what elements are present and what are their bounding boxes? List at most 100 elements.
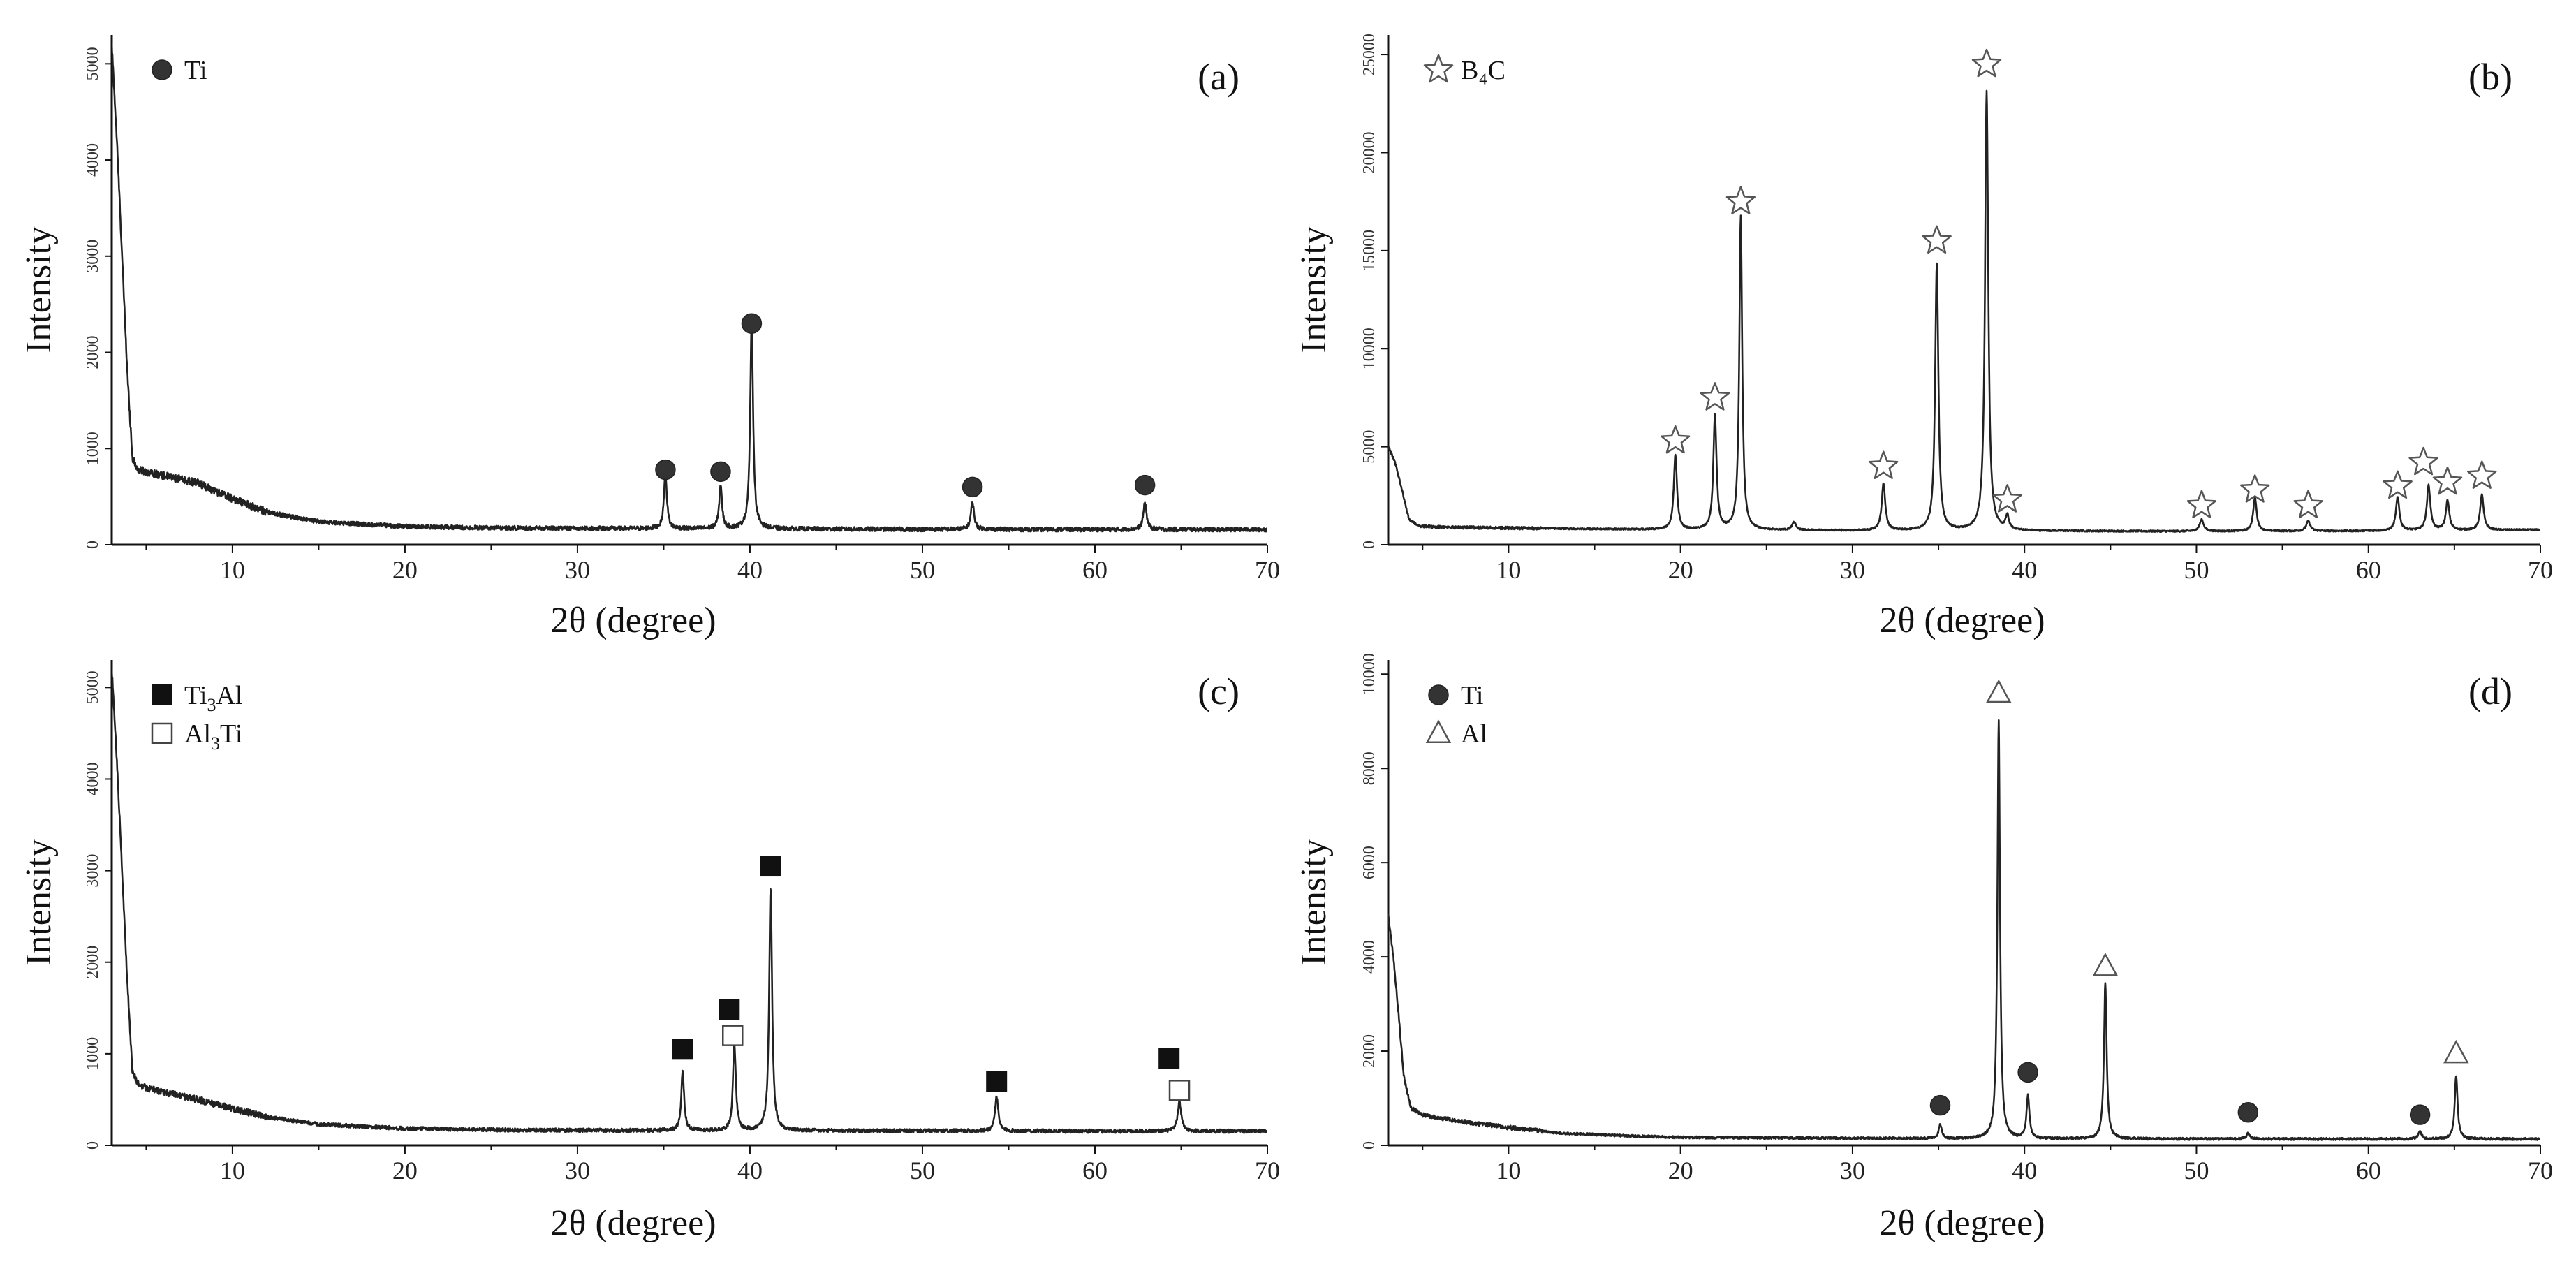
circle-filled-peak-marker: [2017, 1062, 2038, 1083]
x-tick-label: 70: [2528, 556, 2553, 584]
x-tick-label: 50: [910, 1157, 935, 1184]
x-tick-label: 60: [2356, 1157, 2381, 1184]
square-filled-peak-marker: [760, 856, 781, 877]
star-open-peak-marker: [1971, 48, 2002, 78]
legend-label: Ti: [1461, 681, 1483, 710]
panel-label: (a): [1198, 56, 1239, 98]
legend-square-filled-icon: [152, 684, 172, 705]
x-tick-label: 20: [392, 1157, 418, 1184]
square-open-peak-marker: [1168, 1080, 1191, 1101]
panel-label: (d): [2468, 670, 2512, 712]
circle-filled-peak-marker: [741, 313, 763, 334]
x-tick-label: 40: [2012, 556, 2037, 584]
y-tick-label: 0: [84, 541, 102, 549]
x-tick-label: 30: [1840, 1157, 1865, 1184]
x-tick-label: 10: [220, 556, 245, 584]
x-tick-label: 50: [2184, 556, 2209, 584]
y-tick-label: 3000: [84, 854, 102, 888]
legend-label: B₄C: [1461, 56, 1506, 85]
x-tick-label: 60: [2356, 556, 2381, 584]
y-tick-label: 20000: [1360, 131, 1378, 173]
legend-star-open-icon: [1423, 54, 1454, 83]
panel-b: Intensity 2θ (degree) (b) 10 20 30 40 50 60 70…: [1294, 34, 2553, 640]
y-tick-label: 3000: [84, 240, 102, 273]
circle-filled-peak-marker: [962, 476, 983, 498]
y-tick-label: 8000: [1360, 751, 1378, 785]
panel-label: (b): [2468, 56, 2512, 98]
xrd-trace: [112, 41, 1267, 533]
y-tick-label: 4000: [1360, 940, 1378, 974]
legend: Ti: [152, 56, 207, 85]
x-tick-label: 70: [2528, 1157, 2553, 1184]
legend-square-open-icon: [151, 722, 173, 744]
x-tick-label: 40: [2012, 1157, 2037, 1184]
y-tick-label: 15000: [1360, 230, 1378, 272]
legend: Ti Al: [1425, 681, 1487, 749]
y-tick-label: 0: [84, 1141, 102, 1150]
circle-filled-peak-marker: [2237, 1102, 2259, 1123]
y-axis-title: Intensity: [1294, 226, 1334, 353]
y-axis-title: Intensity: [19, 226, 59, 353]
x-axis-title: 2θ (degree): [550, 1203, 716, 1243]
star-open-peak-marker: [1922, 225, 1952, 254]
axes: 10 20 30 40 50 60 70 0 2000 4000 6000 8000 10000: [1360, 653, 2553, 1184]
xrd-trace: [1388, 89, 2540, 533]
y-axis-title: Intensity: [1294, 839, 1334, 966]
star-open-peak-marker: [2467, 460, 2497, 489]
x-tick-label: 30: [565, 556, 590, 584]
x-tick-label: 20: [392, 556, 418, 584]
star-open-peak-marker: [1700, 382, 1730, 411]
y-tick-label: 25000: [1360, 34, 1378, 75]
circle-filled-peak-marker: [1134, 474, 1156, 496]
star-open-peak-marker: [2186, 490, 2217, 519]
circle-filled-peak-marker: [710, 461, 731, 483]
y-axis-title: Intensity: [19, 839, 59, 966]
circle-filled-peak-marker: [655, 459, 676, 480]
y-tick-label: 5000: [84, 670, 102, 704]
y-tick-label: 5000: [1360, 430, 1378, 464]
y-tick-label: 2000: [84, 946, 102, 979]
y-tick-label: 10000: [1360, 328, 1378, 369]
square-filled-peak-marker: [719, 999, 740, 1020]
y-tick-label: 4000: [84, 762, 102, 795]
star-open-peak-marker: [1869, 450, 1899, 479]
y-tick-label: 6000: [1360, 846, 1378, 879]
y-tick-label: 0: [1360, 1141, 1378, 1150]
x-tick-label: 40: [737, 1157, 763, 1184]
legend-label: Ti: [184, 56, 207, 85]
star-open-peak-marker: [2432, 466, 2463, 495]
legend-label: Al: [1461, 719, 1487, 749]
triangle-open-peak-marker: [2092, 952, 2119, 976]
y-tick-label: 2000: [84, 336, 102, 369]
y-tick-label: 2000: [1360, 1034, 1378, 1068]
x-tick-label: 70: [1255, 556, 1280, 584]
panel-label: (c): [1198, 670, 1239, 712]
square-open-peak-marker: [722, 1025, 744, 1046]
triangle-open-peak-marker: [1986, 679, 2012, 703]
legend-triangle-open-icon: [1425, 719, 1452, 743]
x-tick-label: 10: [1496, 556, 1521, 584]
y-tick-label: 0: [1360, 541, 1378, 549]
panel-d: Intensity 2θ (degree) (d) 10 20 30 40 50 60 70…: [1294, 653, 2553, 1243]
panel-a: Intensity 2θ (degree) (a) 10 20 30 40 50 60 70…: [19, 35, 1280, 640]
x-tick-label: 60: [1082, 1157, 1107, 1184]
circle-filled-peak-marker: [2409, 1104, 2431, 1125]
y-tick-label: 10000: [1360, 653, 1378, 695]
axes: 10 20 30 40 50 60 70 0 1000 2000 3000 4000 5000: [84, 660, 1280, 1184]
triangle-open-peak-marker: [2443, 1039, 2469, 1064]
x-tick-label: 10: [1496, 1157, 1521, 1184]
x-tick-label: 70: [1255, 1157, 1280, 1184]
circle-filled-peak-marker: [1929, 1094, 1951, 1116]
star-open-peak-marker: [2239, 474, 2270, 503]
legend-circle-filled-icon: [152, 59, 172, 80]
y-tick-label: 5000: [84, 47, 102, 80]
x-tick-label: 20: [1668, 1157, 1693, 1184]
xrd-trace: [112, 669, 1267, 1134]
x-axis-title: 2θ (degree): [550, 601, 716, 640]
star-open-peak-marker: [1992, 484, 2022, 513]
star-open-peak-marker: [1661, 425, 1691, 454]
x-tick-label: 40: [737, 556, 763, 584]
legend-circle-filled-icon: [1428, 684, 1449, 705]
y-tick-label: 1000: [84, 432, 102, 465]
x-tick-label: 50: [910, 556, 935, 584]
